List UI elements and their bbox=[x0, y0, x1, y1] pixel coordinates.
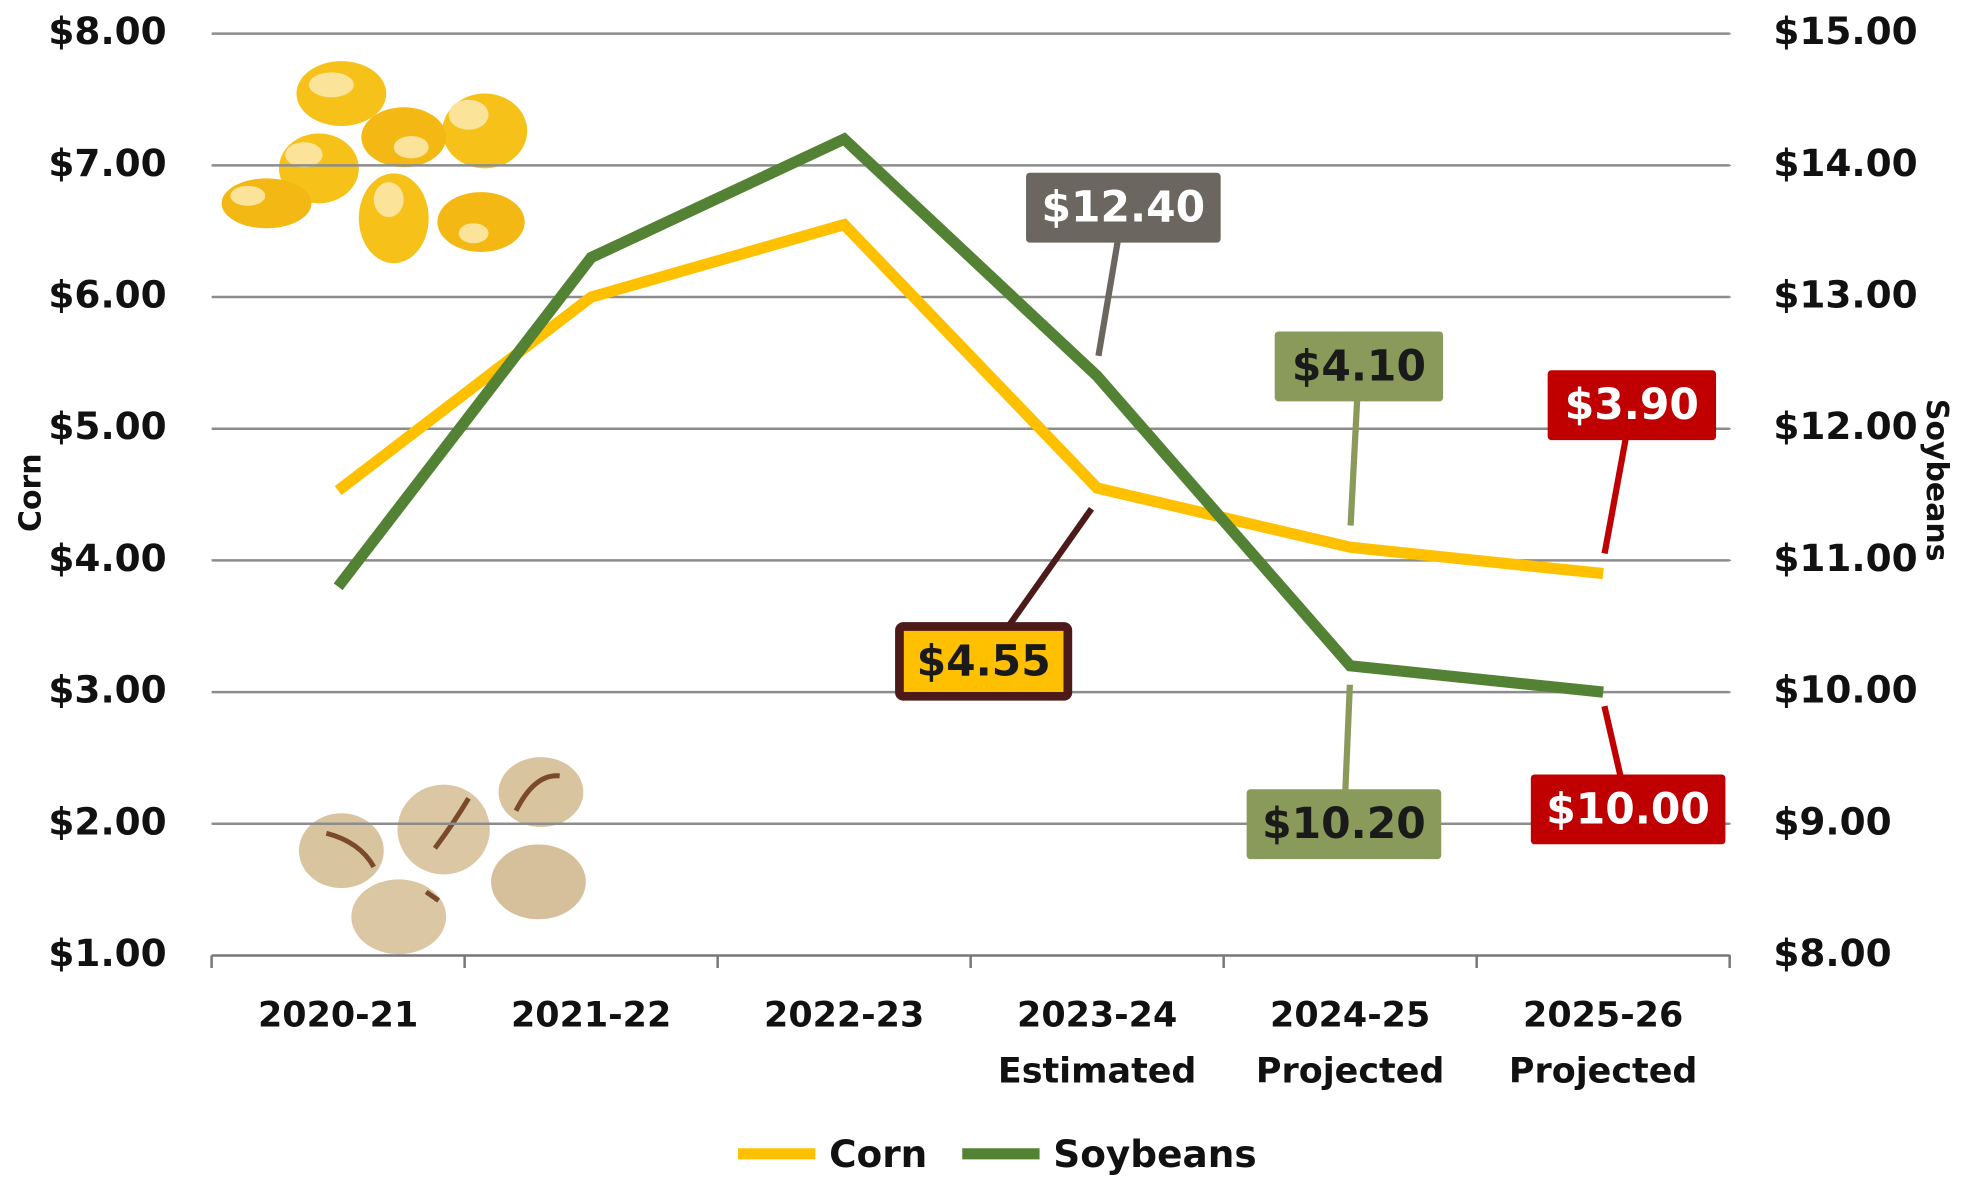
y2-tick-label: $10.00 bbox=[1773, 668, 1917, 712]
y-axis-title: Corn bbox=[14, 453, 49, 532]
callout-box bbox=[895, 622, 1073, 701]
data-label: $10.20 bbox=[1262, 800, 1426, 849]
y-tick-label: $6.00 bbox=[48, 273, 166, 317]
y2-tick-label: $15.00 bbox=[1773, 9, 1917, 53]
data-label: $4.10 bbox=[1292, 342, 1426, 391]
callout-box bbox=[1246, 789, 1442, 860]
x-tick-label: 2023-24 Estimated bbox=[998, 996, 1197, 1092]
x-tick-label: 2020-21 bbox=[258, 996, 418, 1036]
y2-tick-label: $12.00 bbox=[1773, 404, 1917, 448]
y-tick-label: $4.00 bbox=[48, 536, 166, 580]
y-tick-label: $2.00 bbox=[48, 799, 166, 843]
corn-illustration bbox=[221, 61, 528, 264]
series-line bbox=[334, 218, 1604, 580]
x-tick-label: 2022-23 bbox=[764, 996, 924, 1036]
data-label: $12.40 bbox=[1042, 184, 1206, 233]
y2-tick-label: $8.00 bbox=[1773, 931, 1891, 975]
callout-box bbox=[1530, 774, 1726, 845]
y2-tick-label: $11.00 bbox=[1773, 536, 1917, 580]
y-tick-label: $1.00 bbox=[48, 931, 166, 975]
x-tick-label: 2021-22 bbox=[511, 996, 671, 1036]
data-label: $10.00 bbox=[1546, 785, 1710, 834]
data-label: $4.55 bbox=[917, 637, 1051, 686]
legend-label: Corn bbox=[829, 1132, 927, 1176]
y2-tick-label: $9.00 bbox=[1773, 799, 1891, 843]
callout-box bbox=[1547, 370, 1717, 441]
y2-axis-title: Soybeans bbox=[1919, 399, 1954, 562]
y-tick-label: $7.00 bbox=[48, 141, 166, 185]
legend-label: Soybeans bbox=[1053, 1132, 1256, 1176]
soybean-illustration bbox=[298, 757, 586, 955]
y-tick-label: $5.00 bbox=[48, 404, 166, 448]
y-tick-label: $8.00 bbox=[48, 9, 166, 53]
callout-box bbox=[1274, 331, 1444, 402]
x-tick-label: 2025-26 Projected bbox=[1509, 996, 1697, 1092]
data-label: $3.90 bbox=[1565, 381, 1699, 430]
y2-tick-label: $13.00 bbox=[1773, 273, 1917, 317]
y-tick-label: $3.00 bbox=[48, 668, 166, 712]
x-tick-label: 2024-25 Projected bbox=[1256, 996, 1444, 1092]
callout-box bbox=[1026, 172, 1221, 243]
series-line bbox=[333, 132, 1604, 698]
y2-tick-label: $14.00 bbox=[1773, 141, 1917, 185]
